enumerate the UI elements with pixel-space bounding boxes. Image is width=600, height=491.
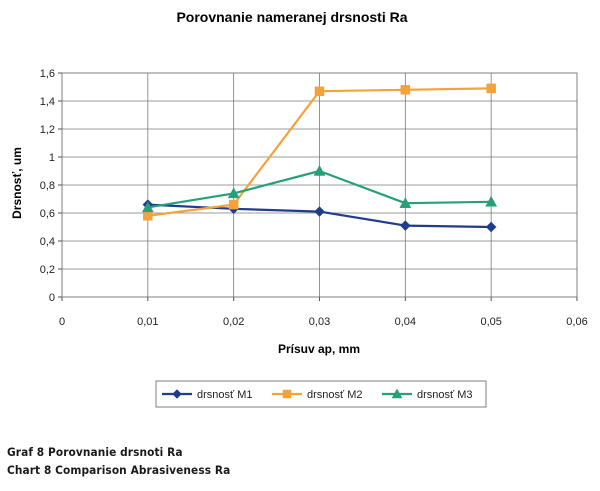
- y-tick-label: 1: [49, 152, 55, 164]
- legend-swatch-marker: [282, 389, 292, 399]
- x-tick-label: 0,05: [480, 316, 501, 328]
- y-tick-label: 0,6: [40, 208, 55, 220]
- series-3-point: [141, 201, 154, 213]
- series-2-point: [143, 211, 153, 221]
- y-tick-label: 0,8: [40, 180, 55, 192]
- series-1-point: [399, 220, 411, 231]
- legend-item: drsnosť M2: [272, 389, 362, 401]
- figure-caption-sk: Graf 8 Porovnanie drsnoti Ra: [7, 445, 183, 459]
- y-tick-label: 0,4: [40, 236, 55, 248]
- x-axis-label: Prísuv ap, mm: [278, 342, 360, 356]
- x-tick-label: 0,04: [395, 316, 416, 328]
- series-3-point: [485, 195, 498, 207]
- series-3-point: [399, 197, 412, 208]
- legend: drsnosť M1 drsnosť M2 drsnosť M3: [155, 380, 487, 408]
- legend-swatch-marker: [391, 388, 403, 399]
- x-tick-label: 0,06: [566, 316, 587, 328]
- series-3-point: [313, 164, 326, 176]
- legend-label: drsnosť M1: [197, 389, 252, 401]
- series-3-point: [227, 187, 240, 199]
- series-2-point: [486, 83, 496, 94]
- y-axis-label: Drsnosť, um: [10, 147, 24, 219]
- legend-label: drsnosť M3: [417, 389, 472, 401]
- series-2-point: [228, 199, 239, 210]
- x-tick-label: 0: [59, 316, 65, 328]
- y-tick-label: 0,2: [40, 264, 55, 276]
- x-tick-label: 0,01: [137, 316, 158, 328]
- series-2-point: [400, 85, 411, 95]
- x-tick-label: 0,03: [309, 316, 330, 328]
- series-1-point: [485, 221, 497, 233]
- y-tick-label: 1,2: [40, 124, 55, 136]
- legend-swatch-marker: [172, 389, 182, 399]
- figure-caption-en: Chart 8 Comparison Abrasiveness Ra: [7, 463, 231, 477]
- legend-box: [155, 380, 487, 408]
- legend-label: drsnosť M2: [307, 389, 362, 401]
- plot-area: 0 0,2 0,4 0,6 0,8 1 1,2 1,4 1,6 0 0,01 0,02 0,03 0,04…: [40, 68, 588, 328]
- y-tick-label: 1,6: [40, 68, 55, 80]
- legend-item: drsnosť M1: [162, 389, 252, 401]
- y-tick-label: 0: [49, 292, 55, 304]
- chart-title: Porovnanie nameranej drsnosti Ra: [176, 9, 407, 25]
- legend-item: drsnosť M3: [382, 388, 472, 401]
- series-1-point: [314, 206, 325, 217]
- series-2-point: [314, 86, 325, 96]
- y-tick-label: 1,4: [40, 96, 55, 108]
- chart: Porovnanie nameranej drsnosti Ra 0 0,2 0,4…: [10, 9, 588, 408]
- x-tick-label: 0,02: [223, 316, 244, 328]
